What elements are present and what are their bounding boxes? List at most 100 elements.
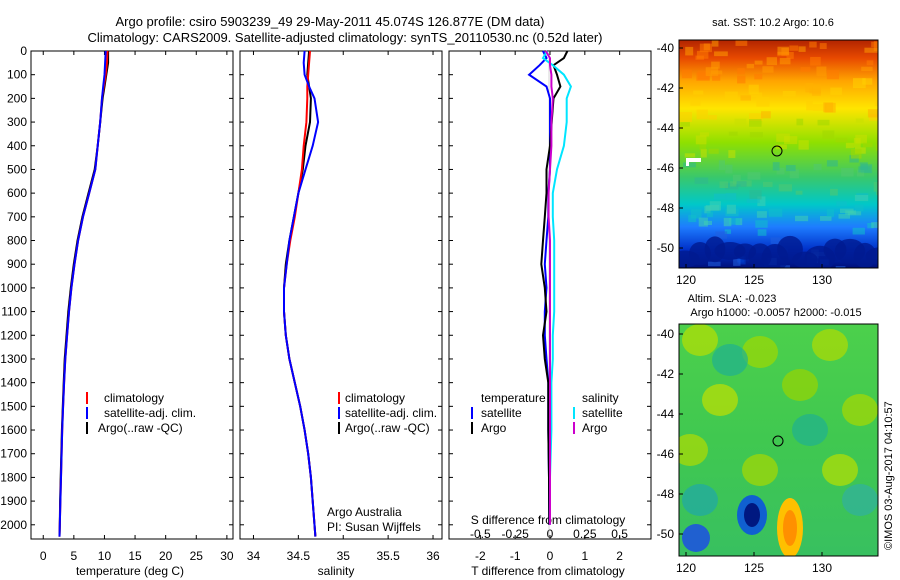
sst-texture-cell <box>705 205 720 211</box>
sla-map-subtitle: Argo h1000: -0.0057 h2000: -0.015 <box>690 307 861 319</box>
sst-texture-cell <box>835 266 846 268</box>
sst-texture-cell <box>688 214 697 223</box>
sst-texture-cell <box>805 82 814 93</box>
sst-texture-cell <box>770 237 781 244</box>
sst-texture-cell <box>779 57 791 65</box>
depth-tick-label: 2000 <box>0 518 27 532</box>
sst-texture-cell <box>754 60 763 65</box>
sst-texture-cell <box>737 68 745 75</box>
temperature-x-ticks: 0 5 10 15 20 25 30 <box>40 51 234 563</box>
sst-texture-cell <box>861 66 873 72</box>
legend-argo: Argo(..raw -QC) <box>98 421 183 435</box>
depth-tick-label: 1900 <box>0 494 27 508</box>
sst-texture-cell <box>697 70 710 80</box>
depth-tick-label: 1100 <box>1 305 27 319</box>
sst-texture-cell <box>856 169 865 177</box>
depth-tick-label: 1700 <box>0 447 27 461</box>
temperature-legend: climatology satellite-adj. clim. Argo(..… <box>86 391 196 435</box>
sst-texture-cell <box>784 136 798 145</box>
depth-tick-label: 100 <box>7 68 27 82</box>
sst-texture-cell <box>823 102 834 113</box>
sst-texture-cell <box>710 70 723 75</box>
sla-map-x-ticks: 120 125 130 <box>676 552 832 575</box>
sst-texture-cell <box>806 101 813 111</box>
sst-texture-cell <box>703 220 713 225</box>
salinity-series <box>283 50 320 537</box>
salinity-legend: climatology satellite-adj. clim. Argo(..… <box>338 391 437 435</box>
sst-texture-cell <box>876 190 878 196</box>
salinity-x-label: salinity <box>318 564 355 578</box>
sst-texture-cell <box>795 190 803 195</box>
sst-texture-cell <box>819 43 827 50</box>
x-tick-label: 0 <box>547 549 554 563</box>
legend-temperature-title: temperature <box>481 391 546 405</box>
sst-texture-cell <box>714 51 728 57</box>
sst-texture-cell <box>696 50 709 59</box>
x-tick-label: 0 <box>40 549 47 563</box>
sst-texture-cell <box>756 211 767 218</box>
sst-texture-cell <box>867 109 878 118</box>
sst-texture-cell <box>748 84 759 95</box>
sst-texture-cell <box>762 66 774 73</box>
sst-texture-cell <box>711 40 719 47</box>
sst-land-mark-2 <box>686 158 689 166</box>
depth-tick-label: 200 <box>7 91 27 105</box>
difference-legend: temperature satellite Argo salinity sate… <box>471 391 623 435</box>
depth-tick-label: 1800 <box>0 470 27 484</box>
series-line-satellite-adj-clim <box>58 50 107 537</box>
sst-texture-cell <box>737 75 746 84</box>
map-x-tick-label: 120 <box>676 273 696 287</box>
sla-anomaly-cell <box>682 484 718 516</box>
temperature-panel <box>30 50 234 540</box>
sst-texture-cell <box>849 155 859 163</box>
sst-texture-cell <box>838 214 851 219</box>
sst-texture-cell <box>809 41 817 48</box>
difference-series <box>527 50 572 525</box>
map-y-tick-label: -40 <box>657 327 675 341</box>
sla-anomaly-cell <box>822 454 858 486</box>
legend-s-argo: Argo <box>582 421 608 435</box>
sst-texture-cell <box>761 111 771 119</box>
sst-texture-cell <box>729 218 740 225</box>
sla-low-cell <box>682 524 710 552</box>
sst-texture-cell <box>719 181 729 188</box>
sst-texture-cell <box>763 181 773 187</box>
map-x-tick-label: 125 <box>744 273 764 287</box>
difference-x-ticks: -2 -1 0 1 2 <box>475 51 623 563</box>
series-line-temperature-argo <box>540 50 569 525</box>
map-x-tick-label: 120 <box>676 561 696 575</box>
sst-map-x-ticks: 120 125 130 <box>676 264 832 287</box>
sla-map <box>679 324 878 556</box>
sst-cold-cell <box>865 247 878 265</box>
sst-map <box>679 40 878 268</box>
sst-texture-cell <box>826 70 839 80</box>
sst-texture-cell <box>839 208 854 214</box>
sst-texture-cell <box>876 144 878 151</box>
sst-texture-cell <box>845 142 854 149</box>
sst-texture-cell <box>735 40 748 46</box>
map-x-tick-label: 130 <box>812 273 832 287</box>
sst-texture-cell <box>699 132 709 137</box>
sst-texture-cell <box>826 160 838 167</box>
x-tick-label: 34 <box>247 549 261 563</box>
sst-texture-cell <box>691 209 702 219</box>
sst-texture-cell <box>680 122 690 127</box>
sst-texture-cell <box>754 73 763 80</box>
sst-texture-cell <box>715 231 728 239</box>
sst-texture-cell <box>755 220 768 228</box>
sst-texture-cell <box>712 73 721 81</box>
sla-anomaly-cell <box>742 336 778 368</box>
sst-texture-cell <box>734 118 747 126</box>
depth-tick-label: 700 <box>7 210 27 224</box>
figure-title-line2: Climatology: CARS2009. Satellite-adjuste… <box>88 30 603 45</box>
sst-texture-cell <box>730 181 737 187</box>
sst-texture-cell <box>681 69 692 79</box>
sst-texture-cell <box>873 181 878 192</box>
x-tick-label: 35.5 <box>376 549 400 563</box>
sst-texture-cell <box>706 211 713 217</box>
sst-texture-cell <box>786 51 794 59</box>
tick-marks <box>31 50 651 526</box>
x-tick-label: 5 <box>71 549 78 563</box>
sla-anomaly-cell <box>742 454 778 486</box>
sst-texture-cell <box>871 41 878 48</box>
